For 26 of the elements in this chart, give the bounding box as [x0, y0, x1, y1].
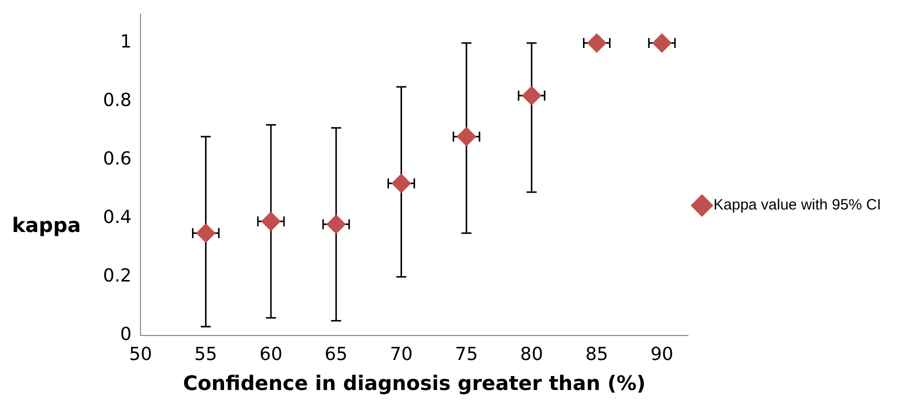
point — [326, 214, 346, 234]
point — [261, 212, 280, 231]
x-tick-label: 75 — [454, 344, 478, 365]
x-tick-label: 80 — [520, 344, 544, 365]
x-tick-label: 55 — [194, 344, 218, 365]
x-tick-label: 90 — [650, 344, 674, 365]
point — [652, 34, 672, 53]
x-tick-label: 50 — [129, 344, 152, 365]
point — [587, 34, 606, 53]
x-tick-label: 85 — [585, 344, 608, 365]
point — [392, 174, 411, 193]
y-tick-label: 0.2 — [102, 266, 132, 287]
x-tick-label: 70 — [390, 344, 413, 365]
point — [196, 224, 216, 243]
y-tick-label: 1 — [120, 32, 132, 53]
x-tick-label: 65 — [324, 344, 348, 365]
y-tick-label: 0.4 — [102, 207, 132, 228]
point — [522, 86, 542, 106]
x-axis-title: Confidence in diagnosis greater than (%) — [182, 371, 646, 396]
y-tick-label: 0 — [120, 324, 132, 346]
point — [456, 127, 476, 146]
x-tick-label: 60 — [260, 344, 282, 365]
y-tick-label: 0.6 — [102, 148, 132, 170]
y-tick-label: 0.8 — [102, 90, 132, 112]
y-axis-title: kappa — [12, 213, 81, 237]
legend-label: Kappa value with 95% CI — [714, 196, 882, 214]
